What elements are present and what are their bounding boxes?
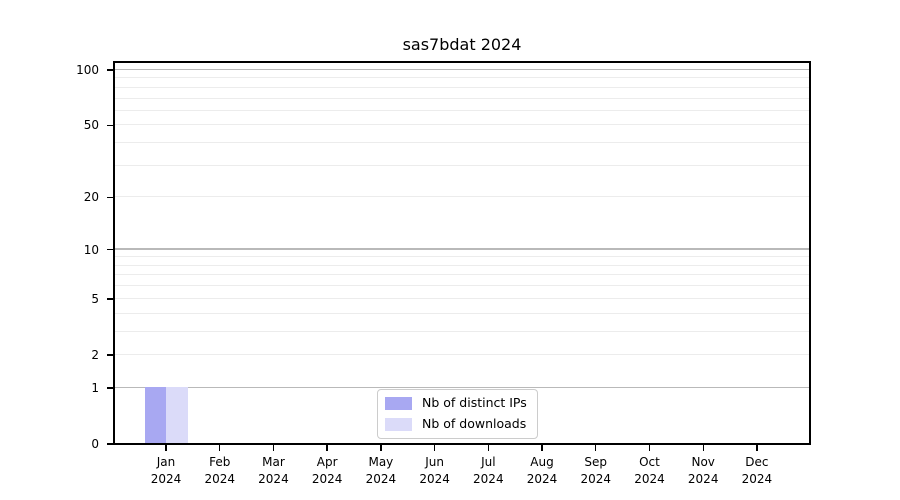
x-tick-9 (648, 445, 651, 451)
x-tick-label-1: Feb 2024 (204, 454, 235, 487)
x-tick-label-0: Jan 2024 (151, 454, 182, 487)
x-tick-label-9: Oct 2024 (634, 454, 665, 487)
y-tick-label-20: 20 (83, 190, 99, 205)
x-tick-label-line: 2024 (687, 471, 719, 486)
x-tick-3 (326, 445, 328, 451)
gridline-y-5 (114, 297, 810, 299)
gridline-major-y-1 (114, 386, 810, 388)
x-tick-1 (219, 445, 221, 451)
x-tick-label-5: Jun 2024 (419, 454, 450, 487)
x-tick-5 (433, 445, 436, 451)
x-tick-label-line: Feb (209, 455, 231, 469)
x-tick-label-11: Dec 2024 (742, 454, 773, 487)
x-tick-label-line: Sep (584, 455, 608, 469)
spine-bottom (113, 443, 811, 445)
gridline-y-9 (114, 256, 810, 258)
x-tick-label-line: Dec (745, 455, 769, 469)
x-tick-label-line: 2024 (741, 471, 773, 486)
x-tick-label-line: 2024 (473, 471, 504, 486)
x-tick-label-line: 2024 (365, 471, 397, 486)
legend-swatch-0 (385, 396, 412, 410)
x-tick-label-line: 2024 (634, 471, 665, 486)
gridline-y-90 (114, 77, 810, 79)
x-tick-label-line: 2024 (258, 471, 289, 486)
y-tick-label-10: 10 (83, 242, 99, 257)
spine-left (113, 61, 115, 445)
y-tick-20 (107, 196, 113, 198)
gridline-major-y-10 (114, 248, 810, 250)
x-tick-label-4: May 2024 (366, 454, 397, 487)
x-tick-label-8: Sep 2024 (580, 454, 611, 487)
y-tick-0 (107, 443, 113, 445)
x-tick-6 (487, 445, 489, 451)
x-tick-label-line: Mar (262, 455, 285, 469)
x-tick-label-3: Apr 2024 (312, 454, 343, 487)
y-tick-1 (107, 387, 113, 389)
y-tick-label-50: 50 (83, 118, 99, 133)
x-tick-7 (541, 445, 543, 451)
gridline-y-40 (114, 142, 810, 144)
legend-row-1: Nb of downloads (385, 417, 527, 431)
y-tick-100 (107, 69, 113, 71)
legend-label-0: Nb of distinct IPs (422, 395, 527, 410)
y-tick-label-0: 0 (91, 437, 99, 451)
gridline-y-70 (114, 97, 810, 99)
x-tick-label-7: Aug 2024 (527, 454, 558, 487)
x-tick-label-line: 2024 (419, 471, 450, 486)
x-tick-label-line: 2024 (526, 471, 558, 486)
y-tick-label-1: 1 (91, 380, 99, 395)
gridline-major-y-100 (114, 68, 810, 70)
x-tick-2 (272, 445, 275, 451)
x-tick-label-10: Nov 2024 (688, 454, 719, 487)
y-tick-label-100: 100 (76, 62, 99, 77)
x-tick-label-line: Oct (639, 455, 660, 469)
spine-top (113, 61, 811, 63)
x-tick-11 (756, 445, 758, 451)
gridline-y-2 (114, 353, 810, 355)
x-tick-0 (165, 445, 167, 451)
gridline-y-7 (114, 274, 810, 276)
legend-swatch-1 (385, 417, 412, 431)
x-tick-label-line: Apr (316, 455, 338, 469)
x-tick-10 (702, 445, 704, 451)
bar-nb-of-distinct-ips-0 (144, 386, 166, 444)
gridline-y-30 (114, 164, 810, 166)
bar-nb-of-downloads-0 (166, 386, 188, 444)
y-tick-label-5: 5 (91, 291, 99, 306)
gridline-y-80 (114, 86, 810, 88)
x-tick-label-line: 2024 (150, 471, 182, 486)
legend-label-1: Nb of downloads (422, 416, 527, 431)
chart-title: sas7bdat 2024 (402, 35, 522, 54)
x-tick-label-line: Jun (425, 455, 444, 469)
legend-row-0: Nb of distinct IPs (385, 396, 527, 410)
gridline-y-4 (114, 312, 810, 314)
gridline-y-6 (114, 285, 810, 287)
x-tick-label-line: Nov (691, 455, 715, 469)
gridline-y-20 (114, 196, 810, 198)
x-tick-label-line: May (368, 455, 394, 469)
gridline-y-8 (114, 264, 810, 266)
x-tick-label-line: Jul (481, 455, 496, 469)
y-tick-10 (107, 249, 113, 251)
gridline-y-50 (114, 124, 810, 126)
plot-area: 0 1 2 5 10 20 50 100 Jan 2024 Feb 2024 Mar 2024 Apr 20… (76, 61, 811, 486)
y-tick-50 (107, 124, 113, 127)
spine-right (809, 61, 811, 445)
x-tick-8 (595, 445, 597, 451)
x-tick-label-line: 2024 (580, 471, 612, 486)
x-tick-label-line: Jan (156, 455, 176, 469)
x-tick-label-6: Jul 2024 (473, 454, 504, 487)
x-tick-label-line: Aug (530, 455, 554, 469)
x-tick-4 (380, 445, 382, 451)
y-tick-5 (107, 298, 113, 300)
x-tick-label-2: Mar 2024 (258, 454, 289, 487)
x-tick-label-line: 2024 (311, 471, 343, 486)
y-tick-label-2: 2 (91, 347, 99, 362)
y-tick-2 (107, 354, 113, 356)
gridline-y-60 (114, 109, 810, 111)
legend: Nb of distinct IPs Nb of downloads (377, 389, 538, 439)
x-tick-label-line: 2024 (204, 471, 235, 486)
gridline-y-3 (114, 330, 810, 332)
